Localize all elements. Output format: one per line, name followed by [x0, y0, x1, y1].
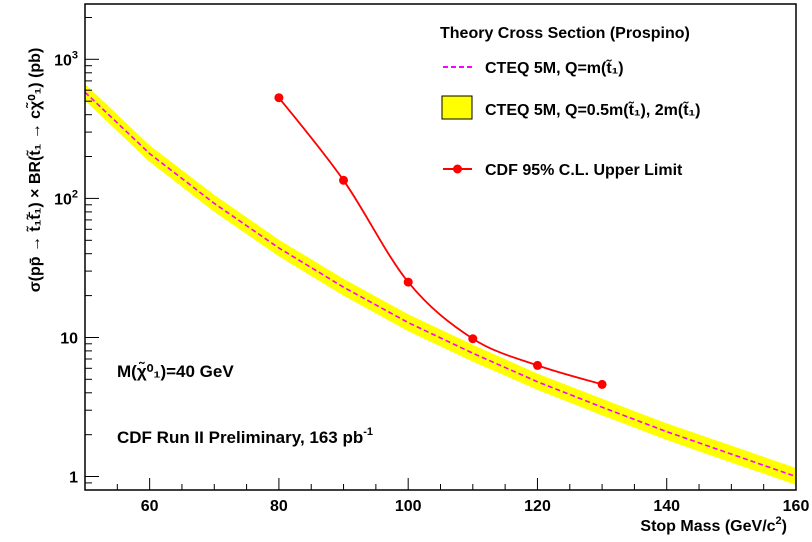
luminosity-annotation: CDF Run II Preliminary, 163 pb-1	[117, 426, 373, 447]
neutralino-mass-annotation: M(χ̃⁰₁)=40 GeV	[117, 361, 234, 381]
x-tick-label-80: 80	[270, 498, 288, 515]
y-tick-label-1: 1	[69, 470, 78, 487]
x-axis: 60 80 100 120 140 160	[84, 478, 810, 515]
cdf-limit-point-120	[533, 360, 542, 370]
x-tick-label-120: 120	[524, 498, 551, 515]
x-axis-label: Stop Mass (GeV/c2)	[640, 515, 787, 535]
y-axis-label: σ(pp̄ → t̃₁t̃̄₁) × BR(t̃₁ → cχ̃⁰₁) (pb)	[24, 48, 44, 293]
y-tick-label-1000: 103	[54, 49, 78, 69]
y-tick-label-10: 10	[60, 331, 78, 348]
legend-title: Theory Cross Section (Prospino)	[440, 25, 690, 42]
legend-swatch-limit-marker	[453, 164, 462, 174]
cdf-limit-point-110	[468, 334, 478, 344]
x-tick-label-160: 160	[783, 498, 810, 515]
legend-swatch-band	[441, 95, 473, 120]
legend: Theory Cross Section (Prospino) CTEQ 5M,…	[440, 25, 700, 179]
x-tick-label-60: 60	[141, 498, 159, 515]
cdf-limit-point-100	[403, 277, 413, 287]
theory-central-layer	[84, 91, 797, 478]
cdf-limit-point-90	[339, 175, 348, 185]
y-tick-label-100: 102	[54, 188, 78, 208]
x-tick-label-140: 140	[653, 498, 680, 515]
legend-label-central: CTEQ 5M, Q=m(t̃₁)	[485, 58, 624, 77]
theory-band-layer	[85, 83, 796, 485]
theory-central-curve	[84, 91, 797, 478]
limit-layer	[274, 93, 607, 389]
y-axis: 1 10 102 103	[54, 17, 99, 491]
legend-label-limit: CDF 95% C.L. Upper Limit	[485, 162, 683, 179]
x-tick-label-100: 100	[395, 498, 422, 515]
theory-uncertainty-band	[85, 83, 796, 485]
cdf-limit-point-130	[597, 379, 607, 389]
cdf-limit-point-80	[274, 93, 284, 103]
plot-frame	[84, 3, 797, 491]
legend-label-band: CTEQ 5M, Q=0.5m(t̃₁), 2m(t̃₁)	[485, 100, 700, 119]
